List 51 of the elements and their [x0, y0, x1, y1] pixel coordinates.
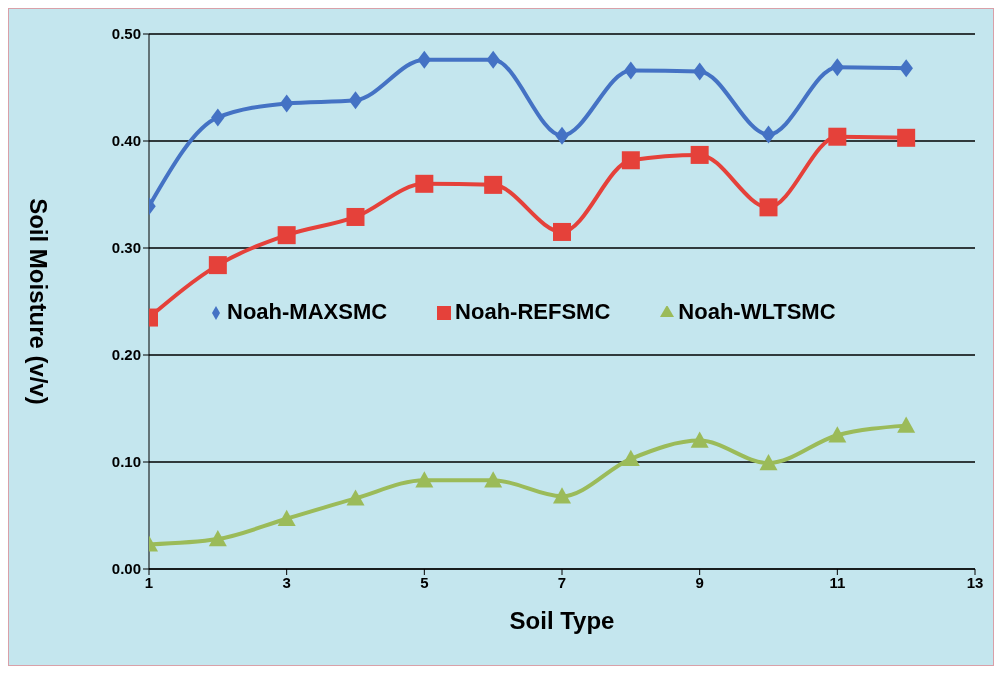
point — [553, 222, 571, 241]
point — [415, 471, 434, 488]
point — [897, 128, 916, 147]
point — [690, 431, 709, 448]
point — [484, 471, 503, 488]
point — [828, 426, 847, 443]
point — [761, 125, 776, 144]
y-tick-label: 0.50 — [111, 25, 141, 43]
point — [346, 489, 365, 506]
y-tick-label: 0.00 — [111, 560, 141, 578]
x-tick-label: 1 — [144, 573, 154, 591]
y-tick-label: 0.40 — [111, 132, 141, 150]
x-tick-label: 9 — [695, 573, 704, 591]
point — [692, 62, 707, 81]
point — [897, 416, 916, 433]
point — [624, 61, 638, 80]
point — [346, 207, 365, 226]
x-tick-label: 5 — [420, 573, 429, 591]
legend-label: Noah-REFSMC — [455, 299, 611, 324]
point — [828, 127, 847, 146]
y-tick-label: 0.10 — [111, 453, 141, 471]
x-tick-label: 11 — [829, 573, 846, 591]
point — [484, 175, 503, 194]
x-tick-label: 3 — [282, 573, 291, 591]
point — [621, 449, 640, 466]
point — [279, 94, 294, 113]
point — [208, 530, 227, 547]
point — [621, 151, 640, 170]
point — [555, 126, 569, 145]
point — [208, 256, 227, 275]
y-axis-title: Soil Moisture (v/v) — [25, 198, 53, 405]
legend-label: Noah-MAXSMC — [227, 299, 388, 324]
point — [211, 108, 225, 127]
x-axis-title: Soil Type — [509, 607, 615, 634]
legend-label: Noah-WLTSMC — [678, 299, 836, 324]
point — [553, 487, 571, 504]
y-tick-label: 0.20 — [111, 346, 141, 364]
point — [899, 59, 913, 78]
y-tick-label: 0.30 — [111, 239, 141, 257]
point — [277, 226, 296, 245]
point — [415, 174, 434, 193]
point — [690, 145, 709, 164]
x-tick-label: 7 — [557, 573, 567, 591]
point — [759, 198, 778, 217]
point — [486, 50, 500, 69]
point — [417, 50, 432, 69]
point — [348, 91, 363, 110]
x-tick-label: 13 — [966, 573, 984, 591]
point — [830, 58, 845, 77]
point — [277, 509, 296, 526]
point — [759, 454, 778, 471]
